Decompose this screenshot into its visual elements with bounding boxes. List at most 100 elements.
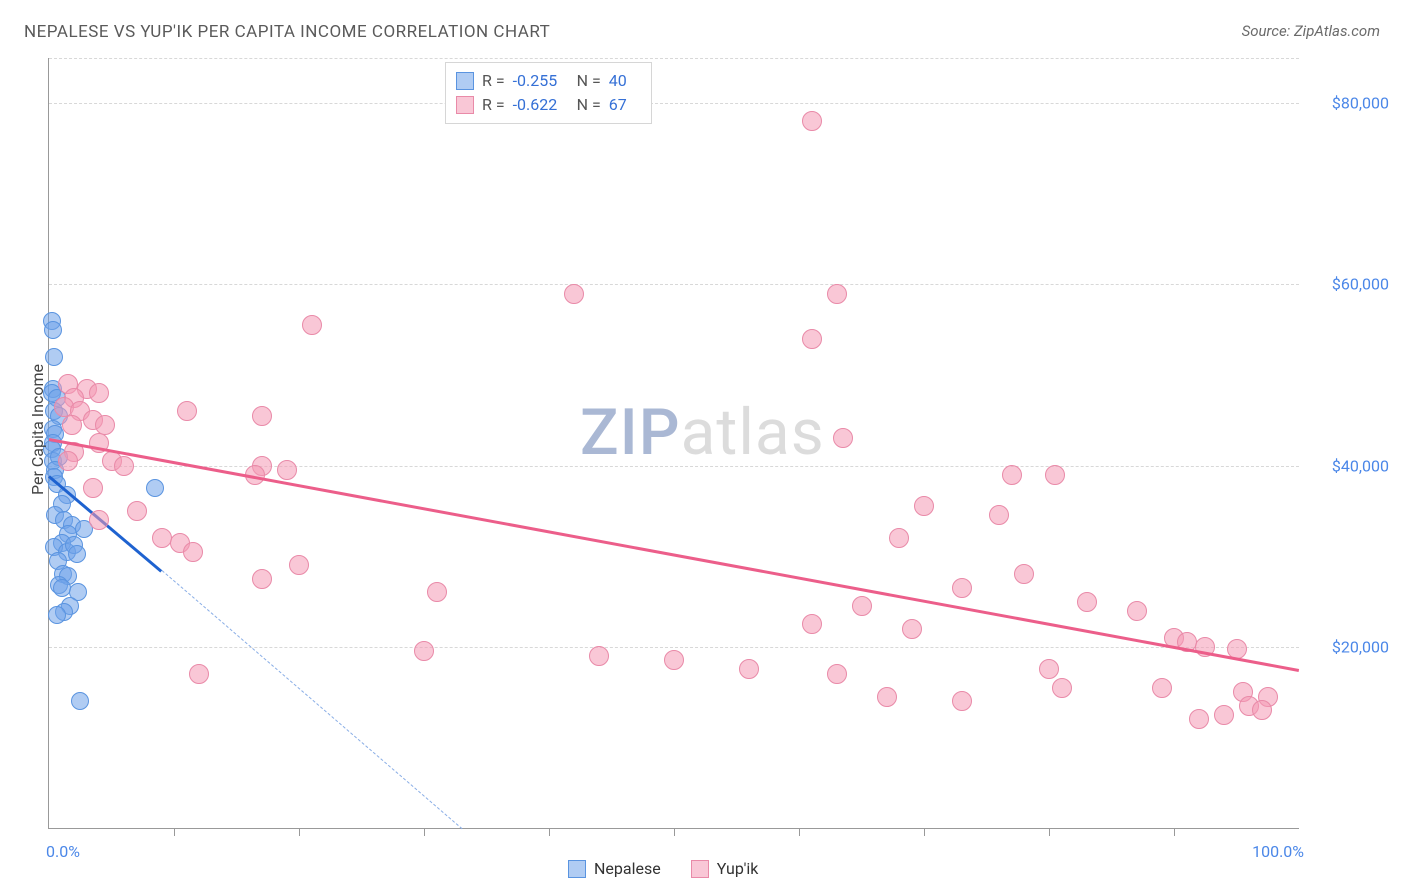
source-attribution: Source: ZipAtlas.com [1242,22,1380,40]
data-point [802,329,822,349]
y-axis-title: Per Capita Income [28,364,47,495]
chart-title: NEPALESE VS YUP'IK PER CAPITA INCOME COR… [24,22,550,42]
data-point [48,606,66,624]
data-point [62,415,82,435]
gridline [49,466,1299,467]
legend-series-item: Yup'ik [691,859,759,878]
data-point [83,478,103,498]
data-point [189,664,209,684]
gridline [49,58,1299,59]
x-tick [799,828,800,836]
legend-series-label: Nepalese [594,859,661,878]
data-point [1045,465,1065,485]
data-point [127,501,147,521]
legend-swatch [691,860,709,878]
x-axis-min-label: 0.0% [46,842,80,861]
x-tick [924,828,925,836]
n-value: 40 [609,69,637,93]
data-point [802,111,822,131]
r-value: -0.255 [513,69,569,93]
x-tick [674,828,675,836]
n-value: 67 [609,93,637,117]
x-tick [299,828,300,836]
y-tick-label: $40,000 [1309,456,1389,475]
data-point [1002,465,1022,485]
trend-line [49,438,1300,672]
data-point [177,401,197,421]
data-point [1252,700,1272,720]
data-point [183,542,203,562]
data-point [302,315,322,335]
data-point [952,691,972,711]
data-point [89,383,109,403]
data-point [1077,592,1097,612]
data-point [914,496,934,516]
legend-stats-row: R =-0.622N =67 [456,93,637,117]
data-point [152,528,172,548]
data-point [827,664,847,684]
data-point [802,614,822,634]
r-value: -0.622 [513,93,569,117]
gridline [49,103,1299,104]
data-point [564,284,584,304]
legend-stats-row: R = -0.255 N = 40 [456,69,637,93]
legend-swatch [456,96,474,114]
data-point [877,687,897,707]
r-label: R = [482,69,505,93]
data-point [252,569,272,589]
legend-swatch [456,72,474,90]
data-point [45,348,63,366]
data-point [89,510,109,530]
x-axis-max-label: 100.0% [1252,842,1304,861]
plot-area: $20,000$40,000$60,000$80,000 [48,58,1299,829]
y-tick-label: $80,000 [1309,94,1389,113]
data-point [95,415,115,435]
data-point [989,505,1009,525]
x-tick [549,828,550,836]
legend-series-item: Nepalese [568,859,661,878]
x-tick [424,828,425,836]
data-point [114,456,134,476]
legend-series-label: Yup'ik [717,859,759,878]
data-point [53,579,71,597]
data-point [289,555,309,575]
data-point [1052,678,1072,698]
gridline [49,647,1299,648]
data-point [952,578,972,598]
data-point [589,646,609,666]
data-point [58,451,78,471]
data-point [1189,709,1209,729]
y-tick-label: $20,000 [1309,637,1389,656]
x-tick [1174,828,1175,836]
legend-swatch [568,860,586,878]
data-point [68,545,86,563]
x-tick [174,828,175,836]
data-point [1014,564,1034,584]
data-point [827,284,847,304]
x-tick [1049,828,1050,836]
n-label: N = [577,93,601,117]
data-point [1214,705,1234,725]
data-point [44,321,62,339]
data-point [427,582,447,602]
y-tick-label: $60,000 [1309,275,1389,294]
data-point [414,641,434,661]
gridline [49,284,1299,285]
n-label: N = [577,69,601,93]
data-point [664,650,684,670]
legend-series: Nepalese Yup'ik [568,859,758,878]
data-point [833,428,853,448]
data-point [71,692,89,710]
data-point [277,460,297,480]
data-point [146,479,164,497]
data-point [852,596,872,616]
data-point [902,619,922,639]
data-point [1152,678,1172,698]
data-point [1127,601,1147,621]
trend-line-extrapolated [161,570,462,829]
data-point [889,528,909,548]
data-point [1039,659,1059,679]
legend-stats: R = -0.255 N = 40R = -0.622 N = 67 [445,62,652,124]
data-point [252,406,272,426]
data-point [739,659,759,679]
